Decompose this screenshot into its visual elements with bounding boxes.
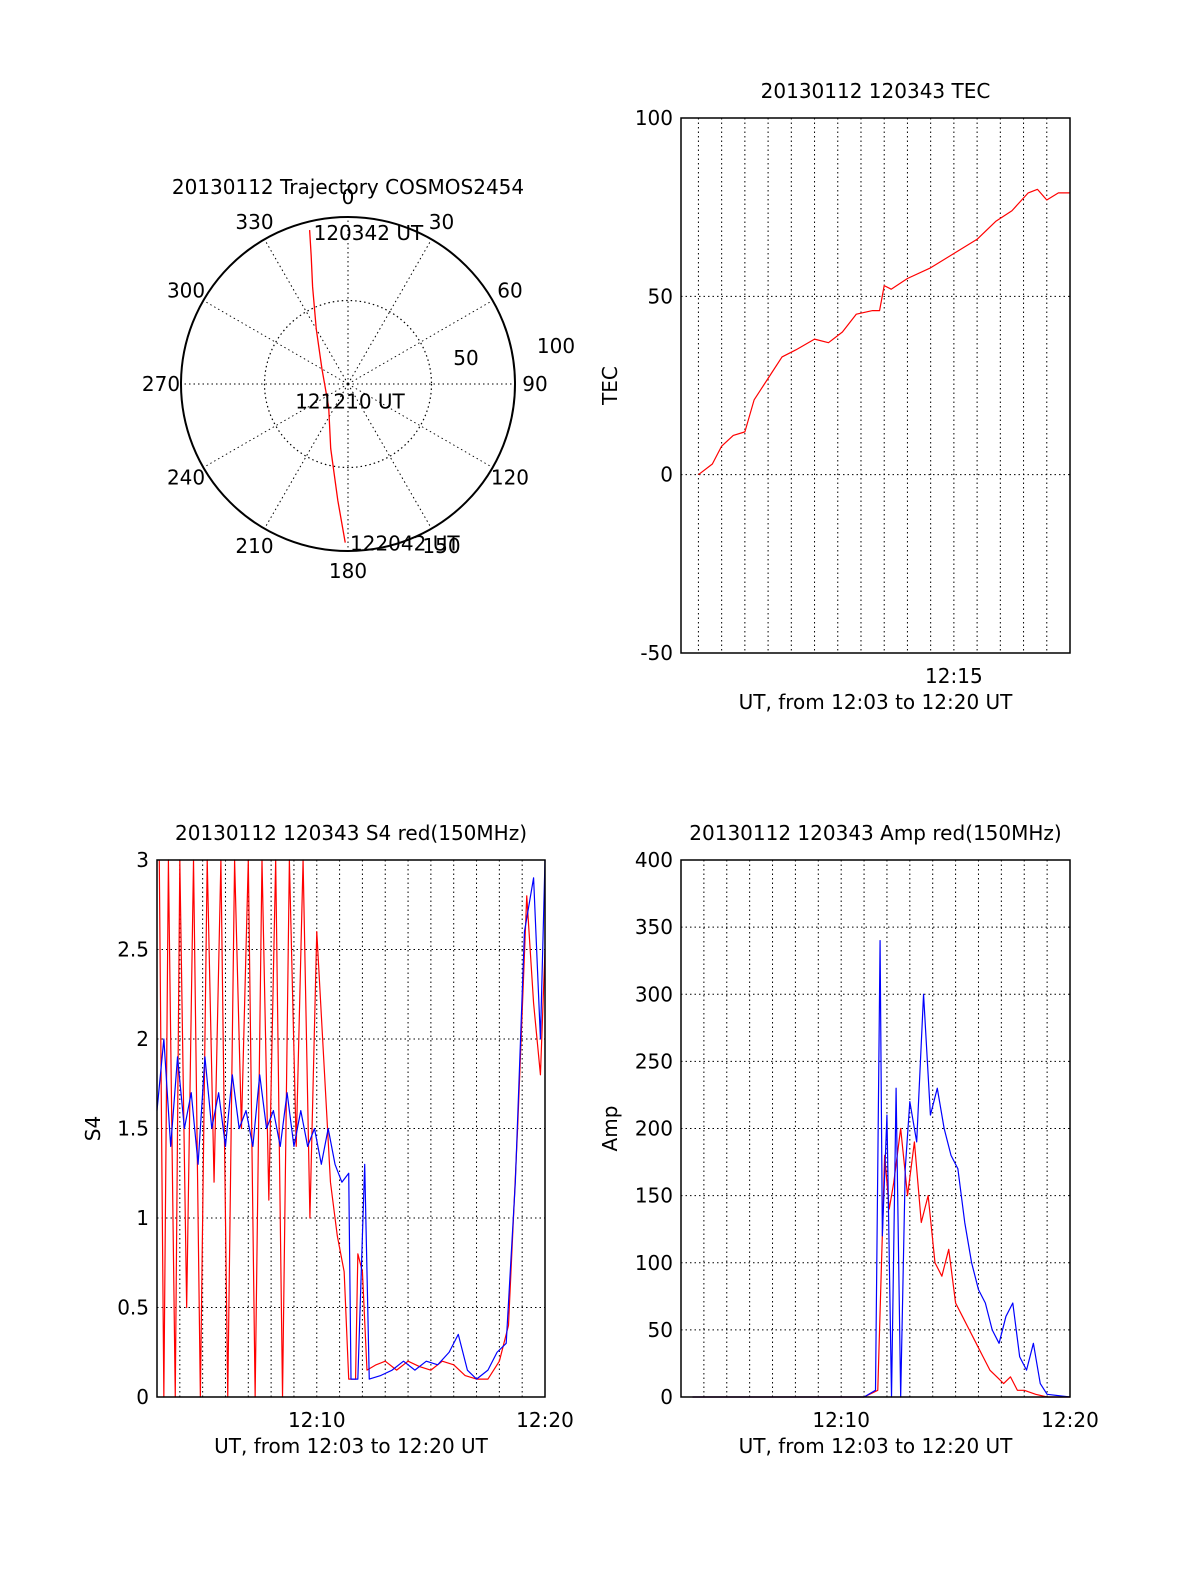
y-tick-label: 400 xyxy=(635,848,673,872)
polar-angle-label: 60 xyxy=(497,279,522,303)
y-tick-label: 0 xyxy=(660,463,673,487)
series-line xyxy=(156,859,546,1380)
y-tick-label: 1 xyxy=(136,1206,149,1230)
y-tick-label: 150 xyxy=(635,1184,673,1208)
x-axis-label: UT, from 12:03 to 12:20 UT xyxy=(739,690,1014,714)
polar-spoke xyxy=(347,300,493,385)
x-tick-label: 12:20 xyxy=(516,1408,574,1432)
y-tick-label: 300 xyxy=(635,982,673,1006)
x-tick-label: 12:15 xyxy=(925,664,983,688)
polar-angle-label: 0 xyxy=(342,185,355,209)
polar-angle-label: 120 xyxy=(491,466,529,490)
polar-angle-label: 180 xyxy=(329,559,367,583)
y-tick-label: 2.5 xyxy=(117,938,149,962)
y-axis-label: TEC xyxy=(598,366,622,406)
trajectory-annotation: 121210 UT xyxy=(295,390,405,414)
plot-frame xyxy=(156,859,546,1398)
polar-radius-label: 50 xyxy=(453,346,478,370)
y-tick-label: 0 xyxy=(660,1385,673,1409)
polar-spoke xyxy=(347,383,432,529)
y-tick-label: 0.5 xyxy=(117,1296,149,1320)
y-tick-label: 2 xyxy=(136,1027,149,1051)
polar-angle-label: 300 xyxy=(167,279,205,303)
y-tick-label: 100 xyxy=(635,1251,673,1275)
x-tick-label: 12:20 xyxy=(1041,1408,1099,1432)
amp-plot: 20130112 120343 Amp red(150MHz) 0 50 100 150… xyxy=(598,821,1099,1458)
plot-frame xyxy=(680,859,1071,1398)
polar-outer-ring xyxy=(180,216,516,552)
polar-angle-label: 150 xyxy=(422,534,460,558)
polar-radius-label: 100 xyxy=(537,334,575,358)
y-axis-label: S4 xyxy=(81,1116,105,1141)
s4-plot: 20130112 120343 S4 red(150MHz) 0 0.5 1 1.5 2 2… xyxy=(81,821,574,1458)
polar-angle-label: 330 xyxy=(235,210,273,234)
y-tick-label: 50 xyxy=(648,284,673,308)
x-tick-label: 12:10 xyxy=(288,1408,346,1432)
trajectory-line xyxy=(308,230,346,543)
series-line xyxy=(158,859,546,1398)
polar-spoke xyxy=(203,300,349,385)
trajectory-annotation: 120342 UT xyxy=(314,221,424,245)
polar-angle-label: 240 xyxy=(167,466,205,490)
polar-spoke xyxy=(203,383,349,468)
y-tick-label: 350 xyxy=(635,915,673,939)
y-tick-label: 3 xyxy=(136,848,149,872)
y-tick-label: -50 xyxy=(640,641,673,665)
y-tick-label: 100 xyxy=(635,106,673,130)
plot-frame xyxy=(680,117,1071,654)
polar-spoke xyxy=(347,383,493,468)
chart-title: 20130112 Trajectory COSMOS2454 xyxy=(172,175,524,199)
polar-spoke xyxy=(264,383,349,529)
polar-spoke xyxy=(264,239,349,385)
y-tick-label: 1.5 xyxy=(117,1117,149,1141)
polar-spoke xyxy=(347,239,432,385)
polar-angle-label: 270 xyxy=(142,372,180,396)
x-tick-label: 12:10 xyxy=(812,1408,870,1432)
y-tick-label: 250 xyxy=(635,1049,673,1073)
series-line xyxy=(692,939,1071,1398)
trajectory-annotation: 122042 UT xyxy=(350,532,460,556)
x-axis-label: UT, from 12:03 to 12:20 UT xyxy=(739,1434,1014,1458)
polar-ring-50 xyxy=(263,299,433,469)
polar-angle-label: 90 xyxy=(522,372,547,396)
chart-title: 20130112 120343 TEC xyxy=(761,79,991,103)
y-axis-label: Amp xyxy=(598,1106,622,1152)
y-tick-label: 0 xyxy=(136,1385,149,1409)
chart-title: 20130112 120343 Amp red(150MHz) xyxy=(689,821,1061,845)
y-tick-label: 50 xyxy=(648,1318,673,1342)
x-axis-label: UT, from 12:03 to 12:20 UT xyxy=(214,1434,489,1458)
series-line xyxy=(698,188,1070,476)
polar-angle-label: 210 xyxy=(235,534,273,558)
polar-angle-label: 30 xyxy=(429,210,454,234)
y-tick-label: 200 xyxy=(635,1117,673,1141)
series-line xyxy=(692,1127,1070,1398)
chart-title: 20130112 120343 S4 red(150MHz) xyxy=(175,821,527,845)
